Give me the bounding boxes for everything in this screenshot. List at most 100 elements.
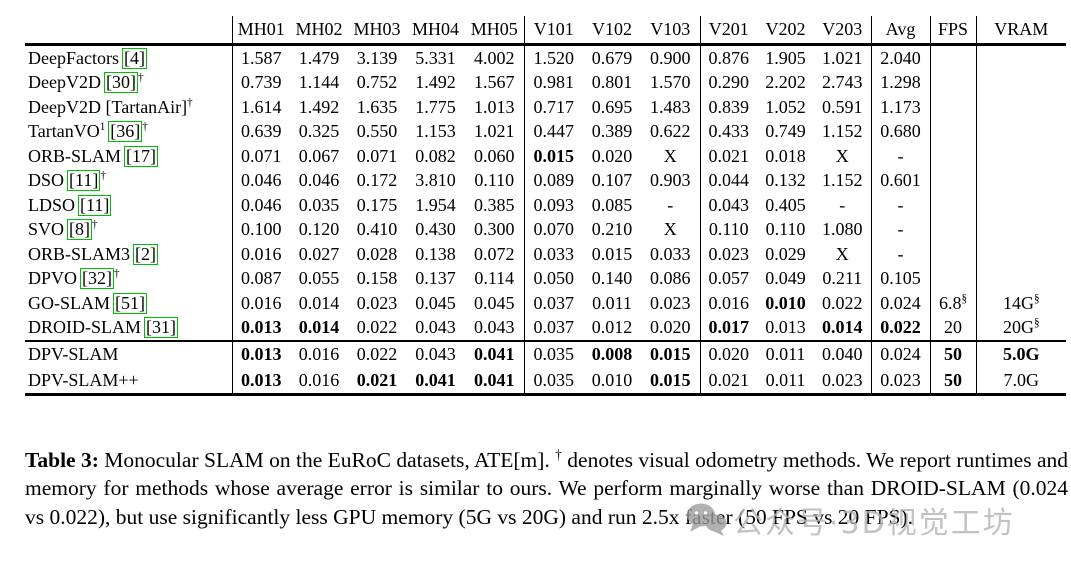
table-cell: 0.110: [465, 168, 525, 193]
table-cell: 0.013: [241, 344, 282, 365]
table-cell: 0.028: [356, 243, 398, 264]
citation-link[interactable]: [36]: [108, 121, 143, 143]
citation-link[interactable]: [2]: [133, 243, 159, 265]
citation-link[interactable]: [17]: [124, 145, 159, 167]
table-cell: 0.107: [591, 170, 633, 191]
table-cell: 0.158: [356, 268, 398, 289]
table-cell: 0.016: [298, 344, 340, 365]
method-name: TartanVO: [28, 121, 100, 142]
table-cell: 0.020: [641, 315, 701, 342]
table-cell: 0.035: [298, 194, 340, 215]
table-row: LDSO [11] 0.046 0.035 0.175 1.954 0.385 0.093 0.…: [25, 193, 1066, 218]
table-cell: 0.033: [533, 243, 575, 264]
caption-text-1: Monocular SLAM on the EuRoC datasets, AT…: [98, 447, 556, 472]
column-header-v202: V202: [757, 16, 814, 46]
table-cell: X: [814, 144, 872, 169]
method-cell: DSO [11] †: [25, 168, 233, 193]
table-cell: [976, 120, 1066, 145]
citation-link[interactable]: [11]: [67, 170, 101, 192]
table-cell: 1.954: [415, 194, 456, 215]
table-cell: 0.016: [708, 292, 750, 313]
table-cell: 0.679: [591, 47, 633, 68]
table-cell: 0.085: [591, 194, 633, 215]
citation-link[interactable]: [30]: [103, 72, 138, 94]
method-name: DSO: [28, 170, 65, 191]
table-cell: [976, 267, 1066, 292]
table-cell: 0.749: [765, 121, 806, 142]
table-cell: -: [641, 193, 701, 218]
table-cell: 1.492: [415, 72, 456, 93]
table-cell: 0.021: [700, 367, 757, 396]
method-name: DROID-SLAM: [28, 317, 142, 338]
column-header-mh03: MH03: [348, 16, 406, 46]
table-cell: 0.903: [641, 168, 701, 193]
table-cell: 1.052: [765, 96, 806, 117]
table-cell: 1.775: [415, 96, 456, 117]
table-cell: 0.071: [356, 145, 398, 166]
method-name: GO-SLAM: [28, 292, 111, 313]
table-cell: 0.410: [356, 219, 398, 240]
table-cell: [976, 242, 1066, 267]
section-mark: §: [1033, 292, 1040, 305]
method-cell: DeepV2D [TartanAir]†: [25, 95, 233, 120]
table-cell: 0.008: [591, 344, 633, 365]
table-cell: 0.015: [591, 243, 633, 264]
column-header-mh01: MH01: [232, 16, 290, 46]
table-cell: 0.110: [708, 219, 749, 240]
table-cell: 0.060: [465, 144, 525, 169]
caption-label: Table 3:: [25, 447, 99, 472]
citation-link[interactable]: [51]: [113, 292, 148, 314]
table-cell: 1.483: [641, 95, 701, 120]
caption-text-2: denotes visual odometry methods. We repo…: [25, 447, 1069, 530]
table-cell: 2.743: [814, 70, 872, 95]
table-cell: X: [641, 217, 701, 242]
table-cell: [976, 193, 1066, 218]
table-cell: 0.044: [708, 170, 750, 191]
footnote-mark: 1: [99, 121, 106, 134]
method-name: LDSO: [28, 194, 76, 215]
table-cell: 0.389: [591, 121, 633, 142]
column-header-mh05: MH05: [465, 16, 525, 46]
table-cell: 0.037: [524, 315, 583, 342]
table-cell: 0.023: [708, 243, 750, 264]
table-cell: 0.622: [641, 119, 701, 144]
method-cell: GO-SLAM [51]: [25, 291, 233, 316]
table-cell: 0.114: [465, 266, 525, 291]
table-cell: -: [871, 144, 931, 169]
table-cell: X: [814, 242, 872, 267]
table-cell: 0.801: [591, 72, 633, 93]
table-cell: 1.152: [814, 119, 872, 144]
method-name: DPVO: [28, 268, 78, 289]
table-cell: 0.070: [533, 219, 575, 240]
table-cell: 4.002: [465, 44, 525, 71]
table-cell: [976, 218, 1066, 243]
citation-link[interactable]: [11]: [78, 194, 112, 216]
table-cell: 0.023: [641, 291, 701, 316]
section-mark: §: [1033, 317, 1040, 330]
method-cell: DeepFactors [4]: [25, 44, 233, 71]
table-cell: 0.022: [871, 315, 931, 342]
citation-link[interactable]: [8]: [67, 219, 93, 241]
table-cell: 2.040: [871, 44, 931, 71]
table-cell: 0.020: [591, 145, 633, 166]
method-cell: ORB-SLAM3 [2]: [25, 242, 233, 267]
column-header-v201: V201: [700, 16, 757, 46]
citation-link[interactable]: [32]: [80, 268, 115, 290]
table-cell: 0.105: [871, 266, 931, 291]
citation-link[interactable]: [31]: [144, 317, 179, 339]
table-cell: [930, 242, 977, 267]
table-cell: 3.139: [356, 47, 398, 68]
table-cell: 3.810: [415, 170, 456, 191]
column-header-fps: FPS: [930, 16, 977, 46]
method-cell: ORB-SLAM [17]: [25, 144, 233, 169]
table-row: DROID-SLAM [31] 0.013 0.014 0.022 0.043 0.043 0…: [25, 315, 1066, 342]
table-cell: [930, 168, 977, 193]
table-cell: 0.043: [406, 315, 465, 342]
table-cell: 1.635: [356, 96, 398, 117]
header-row: MH01 MH02 MH03 MH04 MH05 V101 V102 V103 V201 V202…: [25, 16, 1066, 46]
citation-link[interactable]: [4]: [121, 47, 147, 69]
table-cell: 0.120: [298, 219, 340, 240]
table-cell: 0.132: [765, 170, 806, 191]
table-cell: 1.570: [641, 70, 701, 95]
table-cell: 0.591: [814, 95, 872, 120]
